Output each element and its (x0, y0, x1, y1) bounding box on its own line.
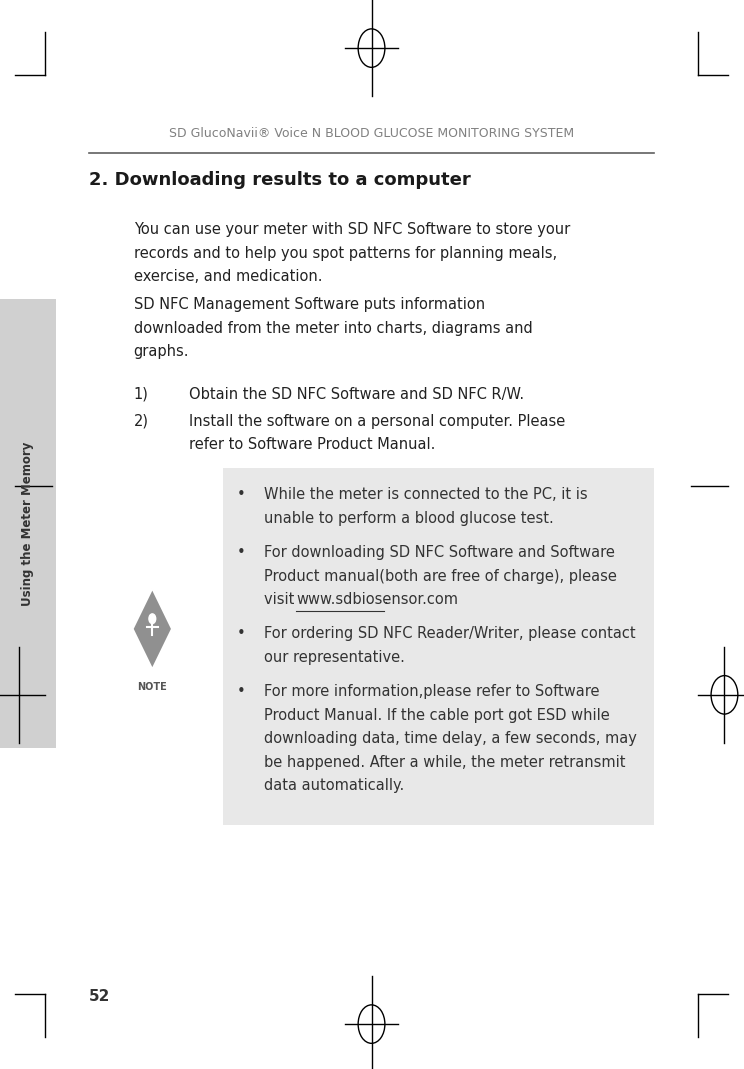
Text: exercise, and medication.: exercise, and medication. (134, 269, 322, 284)
Text: visit: visit (264, 592, 304, 607)
Text: Install the software on a personal computer. Please: Install the software on a personal compu… (190, 414, 565, 429)
Text: Product Manual. If the cable port got ESD while: Product Manual. If the cable port got ES… (264, 708, 609, 723)
FancyBboxPatch shape (0, 299, 56, 748)
Text: •: • (237, 626, 246, 641)
Text: 52: 52 (89, 989, 111, 1004)
Text: .: . (384, 592, 388, 607)
Text: our representative.: our representative. (264, 650, 405, 665)
Text: records and to help you spot patterns for planning meals,: records and to help you spot patterns fo… (134, 246, 557, 261)
Text: Product manual(both are free of charge), please: Product manual(both are free of charge),… (264, 569, 617, 584)
Text: downloading data, time delay, a few seconds, may: downloading data, time delay, a few seco… (264, 731, 637, 746)
Text: •: • (237, 487, 246, 502)
Text: For more information,please refer to Software: For more information,please refer to Sof… (264, 684, 599, 699)
Text: •: • (237, 684, 246, 699)
Text: unable to perform a blood glucose test.: unable to perform a blood glucose test. (264, 511, 554, 526)
Text: downloaded from the meter into charts, diagrams and: downloaded from the meter into charts, d… (134, 321, 533, 336)
Text: 2): 2) (134, 414, 149, 429)
Circle shape (149, 614, 155, 623)
Text: www.sdbiosensor.com: www.sdbiosensor.com (296, 592, 458, 607)
Text: data automatically.: data automatically. (264, 778, 404, 793)
Text: Obtain the SD NFC Software and SD NFC R/W.: Obtain the SD NFC Software and SD NFC R/… (190, 387, 525, 402)
Text: be happened. After a while, the meter retransmit: be happened. After a while, the meter re… (264, 755, 625, 770)
Text: Using the Meter Memory: Using the Meter Memory (22, 441, 34, 606)
Text: NOTE: NOTE (138, 682, 167, 693)
Text: 1): 1) (134, 387, 149, 402)
Text: While the meter is connected to the PC, it is: While the meter is connected to the PC, … (264, 487, 588, 502)
Text: For ordering SD NFC Reader/Writer, please contact: For ordering SD NFC Reader/Writer, pleas… (264, 626, 635, 641)
FancyBboxPatch shape (223, 468, 654, 825)
Text: •: • (237, 545, 246, 560)
Text: SD GlucoNavii® Voice N BLOOD GLUCOSE MONITORING SYSTEM: SD GlucoNavii® Voice N BLOOD GLUCOSE MON… (169, 127, 574, 140)
Text: You can use your meter with SD NFC Software to store your: You can use your meter with SD NFC Softw… (134, 222, 570, 237)
Text: 2. Downloading results to a computer: 2. Downloading results to a computer (89, 171, 471, 189)
Text: SD NFC Management Software puts information: SD NFC Management Software puts informat… (134, 297, 485, 312)
Polygon shape (132, 588, 172, 669)
Text: refer to Software Product Manual.: refer to Software Product Manual. (190, 437, 436, 452)
Text: graphs.: graphs. (134, 344, 189, 359)
Text: For downloading SD NFC Software and Software: For downloading SD NFC Software and Soft… (264, 545, 615, 560)
